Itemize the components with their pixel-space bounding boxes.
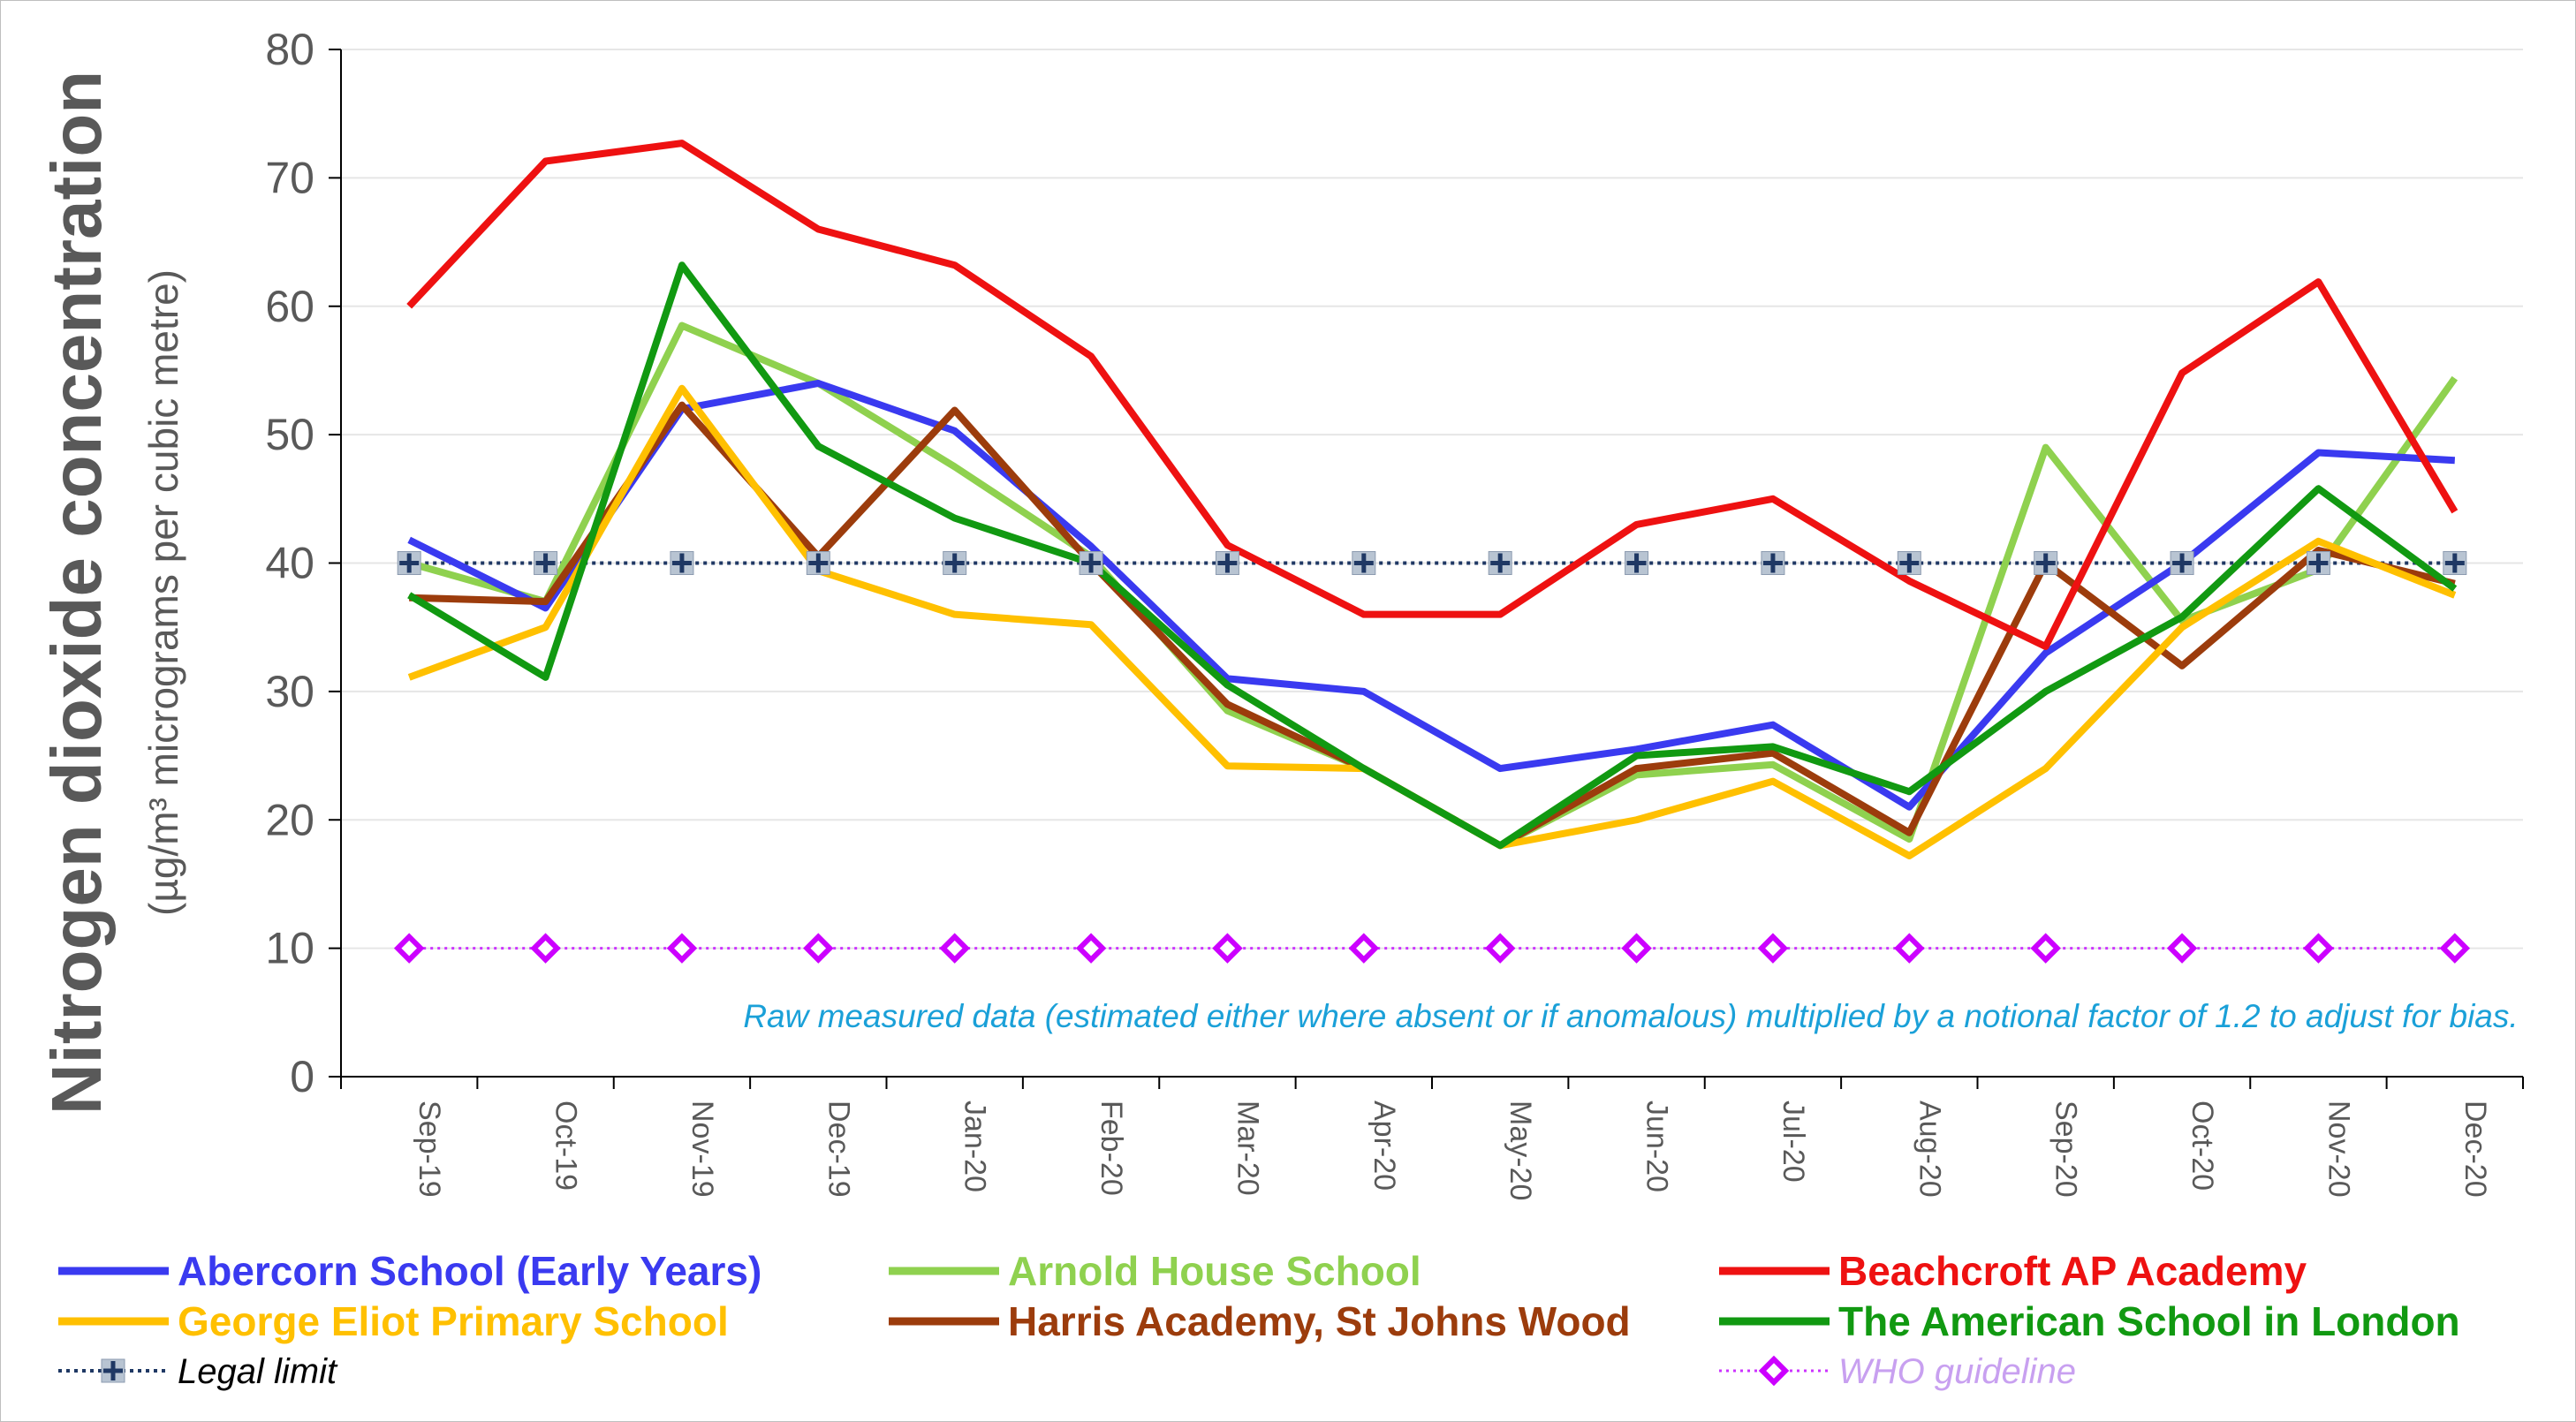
legend-item-6: Legal limit [58,1352,338,1391]
x-tick-label: Oct-20 [2186,1101,2219,1191]
who-guideline-marker [2166,933,2198,964]
legal-limit-marker [534,551,558,575]
legend-label: The American School in London [1838,1298,2460,1344]
legal-limit-marker [806,551,830,575]
legend-label: Arnold House School [1008,1248,1421,1294]
who-guideline-marker [530,933,561,964]
chart-annotation: Raw measured data (estimated either wher… [743,998,2518,1034]
who-guideline-marker [939,933,970,964]
legend-item-3: George Eliot Primary School [58,1298,729,1344]
legend: Abercorn School (Early Years) Arnold Hous… [58,1248,2460,1391]
legend-label: Abercorn School (Early Years) [178,1248,761,1294]
who-guideline-marker [1757,933,1789,964]
series-line-2 [406,140,2459,650]
x-tick-label: Jul-20 [1777,1101,1810,1183]
y-tick-label: 20 [265,795,314,844]
legal-limit-marker [1761,551,1785,575]
y-axis-title: Nitrogen dioxide concentration [37,71,116,1115]
legal-limit-marker [397,551,421,575]
who-guideline-marker [1212,933,1243,964]
x-tick-label: Jan-20 [958,1101,992,1192]
y-tick-label: 40 [265,539,314,588]
legal-limit-marker [1897,551,1921,575]
y-axis-subtitle: (µg/m³ micrograms per cubic metre) [140,269,186,916]
who-guideline-marker [666,933,698,964]
legend-item-4: Harris Academy, St Johns Wood [889,1298,1631,1344]
y-tick-label: 80 [265,25,314,74]
legal-limit-marker [1215,551,1239,575]
who-guideline-marker [1621,933,1652,964]
y-tick-label: 10 [265,924,314,973]
who-guideline-marker [1075,933,1107,964]
series-markers [393,551,2471,964]
x-tick-label: Dec-19 [822,1101,855,1198]
legend-item-7: WHO guideline [1719,1352,2076,1391]
who-guideline-marker [1348,933,1380,964]
legal-limit-marker [1488,551,1512,575]
legend-label: Harris Academy, St Johns Wood [1008,1298,1631,1344]
legal-limit-marker [2443,551,2467,575]
who-guideline-marker [1894,933,1925,964]
who-guideline-marker [1484,933,1516,964]
legend-item-1: Arnold House School [889,1248,1421,1294]
axes [340,49,2524,1089]
legal-limit-marker [2170,551,2194,575]
x-tick-labels: Sep-19 Oct-19 Nov-19 Dec-19 Jan-20 Feb-20 Mar-… [413,1101,2492,1200]
legal-limit-marker [2034,551,2058,575]
gridlines [329,49,2523,1078]
legal-limit-marker [1625,551,1649,575]
series-line-0 [407,379,2456,811]
legend-label: George Eliot Primary School [178,1298,729,1344]
x-tick-label: Feb-20 [1095,1101,1128,1196]
y-tick-label: 30 [265,667,314,716]
legal-limit-marker [1352,551,1376,575]
legend-label: Legal limit [178,1352,338,1391]
series-line-4 [409,401,2456,850]
x-tick-label: Jun-20 [1640,1101,1674,1192]
legal-limit-marker [1079,551,1103,575]
x-tick-label: Mar-20 [1231,1101,1264,1196]
legend-item-2: Beachcroft AP Academy [1719,1248,2307,1294]
legend-label: WHO guideline [1838,1352,2076,1391]
x-tick-label: Sep-20 [2049,1101,2083,1198]
x-tick-label: May-20 [1504,1101,1537,1200]
series-line-5 [407,261,2458,850]
who-guideline-marker [2030,933,2061,964]
x-tick-label: Oct-19 [549,1101,583,1191]
who-guideline-marker [393,933,425,964]
x-tick-label: Dec-20 [2459,1101,2492,1198]
x-tick-label: Apr-20 [1368,1101,1401,1191]
x-tick-label: Aug-20 [1913,1101,1946,1198]
x-tick-label: Sep-19 [413,1101,446,1198]
x-tick-label: Nov-20 [2322,1101,2355,1198]
y-tick-labels: 0 10 20 30 40 50 60 70 80 [265,25,314,1101]
x-tick-label: Nov-19 [686,1101,719,1198]
series-line-3 [407,384,2457,859]
legal-limit-marker [2306,551,2330,575]
y-tick-label: 0 [290,1052,314,1101]
series-lines [406,140,2459,950]
who-guideline-marker [2439,933,2471,964]
legal-limit-marker [943,551,967,575]
who-guideline-marker [803,933,834,964]
legend-item-5: The American School in London [1719,1298,2460,1344]
legal-limit-marker [670,551,694,575]
legend-label: Beachcroft AP Academy [1838,1248,2307,1294]
legend-item-0: Abercorn School (Early Years) [58,1248,761,1294]
y-tick-label: 60 [265,282,314,331]
y-tick-label: 50 [265,410,314,459]
y-tick-label: 70 [265,153,314,202]
who-guideline-marker [2303,933,2334,964]
